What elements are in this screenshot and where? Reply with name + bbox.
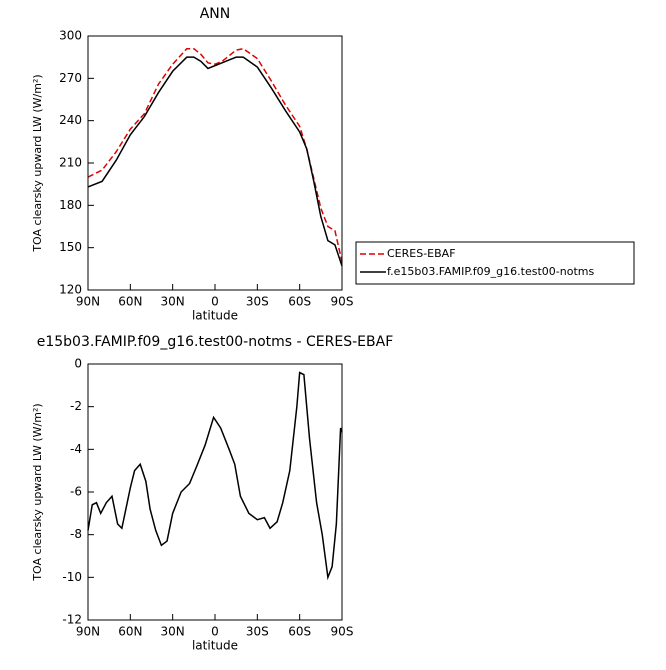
chart-title: ANN	[200, 6, 231, 22]
y-tick-label: 180	[59, 198, 82, 212]
y-tick-label: 210	[59, 156, 82, 170]
x-tick-label: 60N	[118, 295, 142, 309]
data-line	[87, 56, 343, 267]
plot-frame	[87, 35, 343, 291]
data-line	[87, 47, 343, 262]
y-tick-label: -6	[70, 485, 82, 499]
y-tick-label: -10	[62, 570, 82, 584]
x-tick-label: 60S	[288, 295, 311, 309]
y-tick-label: -4	[70, 442, 82, 456]
y-tick-label: 150	[59, 240, 82, 254]
x-tick-label: 90N	[76, 295, 100, 309]
x-tick-label: 0	[211, 295, 219, 309]
x-axis-label: latitude	[192, 309, 238, 323]
legend-label: CERES-EBAF	[387, 247, 456, 260]
y-tick-label: -8	[70, 527, 82, 541]
x-tick-label: 30N	[161, 625, 185, 639]
x-tick-label: 30S	[246, 625, 269, 639]
y-tick-label: 240	[59, 113, 82, 127]
y-tick-label: -12	[62, 613, 82, 627]
y-tick-label: 120	[59, 283, 82, 297]
y-axis-label: TOA clearsky upward LW (W/m²)	[31, 74, 44, 252]
x-tick-label: 60N	[118, 625, 142, 639]
legend-box	[355, 241, 635, 285]
y-axis-label: TOA clearsky upward LW (W/m²)	[31, 403, 44, 581]
x-tick-label: 90S	[331, 295, 354, 309]
y-tick-label: 0	[74, 357, 82, 371]
y-tick-label: 270	[59, 71, 82, 85]
x-tick-label: 30N	[161, 295, 185, 309]
y-tick-label: -2	[70, 399, 82, 413]
legend-label: f.e15b03.FAMIP.f09_g16.test00-notms	[387, 265, 594, 278]
x-tick-label: 60S	[288, 625, 311, 639]
data-line	[87, 371, 343, 581]
x-tick-label: 90N	[76, 625, 100, 639]
y-tick-label: 300	[59, 29, 82, 43]
x-tick-label: 30S	[246, 295, 269, 309]
x-tick-label: 0	[211, 625, 219, 639]
x-tick-label: 90S	[331, 625, 354, 639]
plot-frame	[87, 363, 343, 621]
chart-title: e15b03.FAMIP.f09_g16.test00-notms - CERE…	[37, 334, 394, 350]
x-axis-label: latitude	[192, 639, 238, 653]
